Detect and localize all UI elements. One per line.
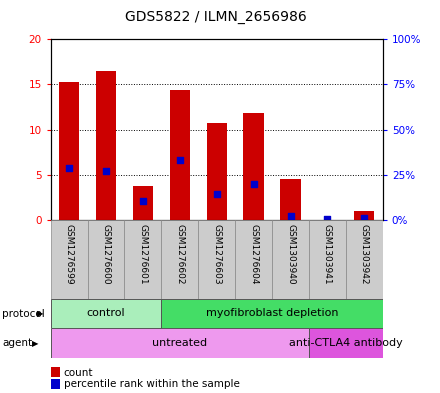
Text: percentile rank within the sample: percentile rank within the sample — [64, 379, 240, 389]
Point — [176, 157, 183, 163]
Bar — [51, 299, 161, 328]
Bar — [161, 220, 198, 299]
Text: GSM1303941: GSM1303941 — [323, 224, 332, 285]
Text: GSM1276604: GSM1276604 — [249, 224, 258, 285]
Text: untreated: untreated — [152, 338, 207, 348]
Text: GSM1276603: GSM1276603 — [212, 224, 221, 285]
Bar — [59, 82, 79, 220]
Bar — [346, 220, 383, 299]
Text: protocol: protocol — [2, 309, 45, 319]
Text: ▶: ▶ — [37, 309, 43, 318]
Bar — [309, 328, 383, 358]
Text: GSM1276600: GSM1276600 — [102, 224, 110, 285]
Bar — [88, 220, 125, 299]
Bar — [243, 112, 264, 220]
Bar — [96, 71, 116, 220]
Point — [287, 212, 294, 219]
Point — [324, 216, 331, 222]
Bar — [309, 220, 346, 299]
Bar — [280, 178, 301, 220]
Text: GDS5822 / ILMN_2656986: GDS5822 / ILMN_2656986 — [125, 10, 307, 24]
Bar — [272, 220, 309, 299]
Point — [213, 191, 220, 197]
Bar — [206, 123, 227, 220]
Text: ▶: ▶ — [32, 339, 39, 347]
Point — [66, 165, 73, 171]
Text: GSM1303942: GSM1303942 — [360, 224, 369, 285]
Bar — [125, 220, 161, 299]
Point — [103, 168, 110, 174]
Text: agent: agent — [2, 338, 32, 348]
Text: GSM1303940: GSM1303940 — [286, 224, 295, 285]
Bar — [198, 220, 235, 299]
Bar — [161, 299, 383, 328]
Point — [250, 181, 257, 187]
Point — [139, 198, 147, 204]
Bar — [51, 328, 309, 358]
Bar — [133, 186, 153, 220]
Text: GSM1276601: GSM1276601 — [138, 224, 147, 285]
Bar — [354, 211, 374, 220]
Point — [361, 215, 368, 221]
Text: GSM1276599: GSM1276599 — [65, 224, 73, 285]
Text: control: control — [87, 309, 125, 318]
Text: GSM1276602: GSM1276602 — [175, 224, 184, 285]
Text: anti-CTLA4 antibody: anti-CTLA4 antibody — [289, 338, 403, 348]
Text: myofibroblast depletion: myofibroblast depletion — [206, 309, 338, 318]
Bar — [51, 220, 88, 299]
Bar — [235, 220, 272, 299]
Bar — [170, 90, 190, 220]
Text: count: count — [64, 367, 93, 378]
